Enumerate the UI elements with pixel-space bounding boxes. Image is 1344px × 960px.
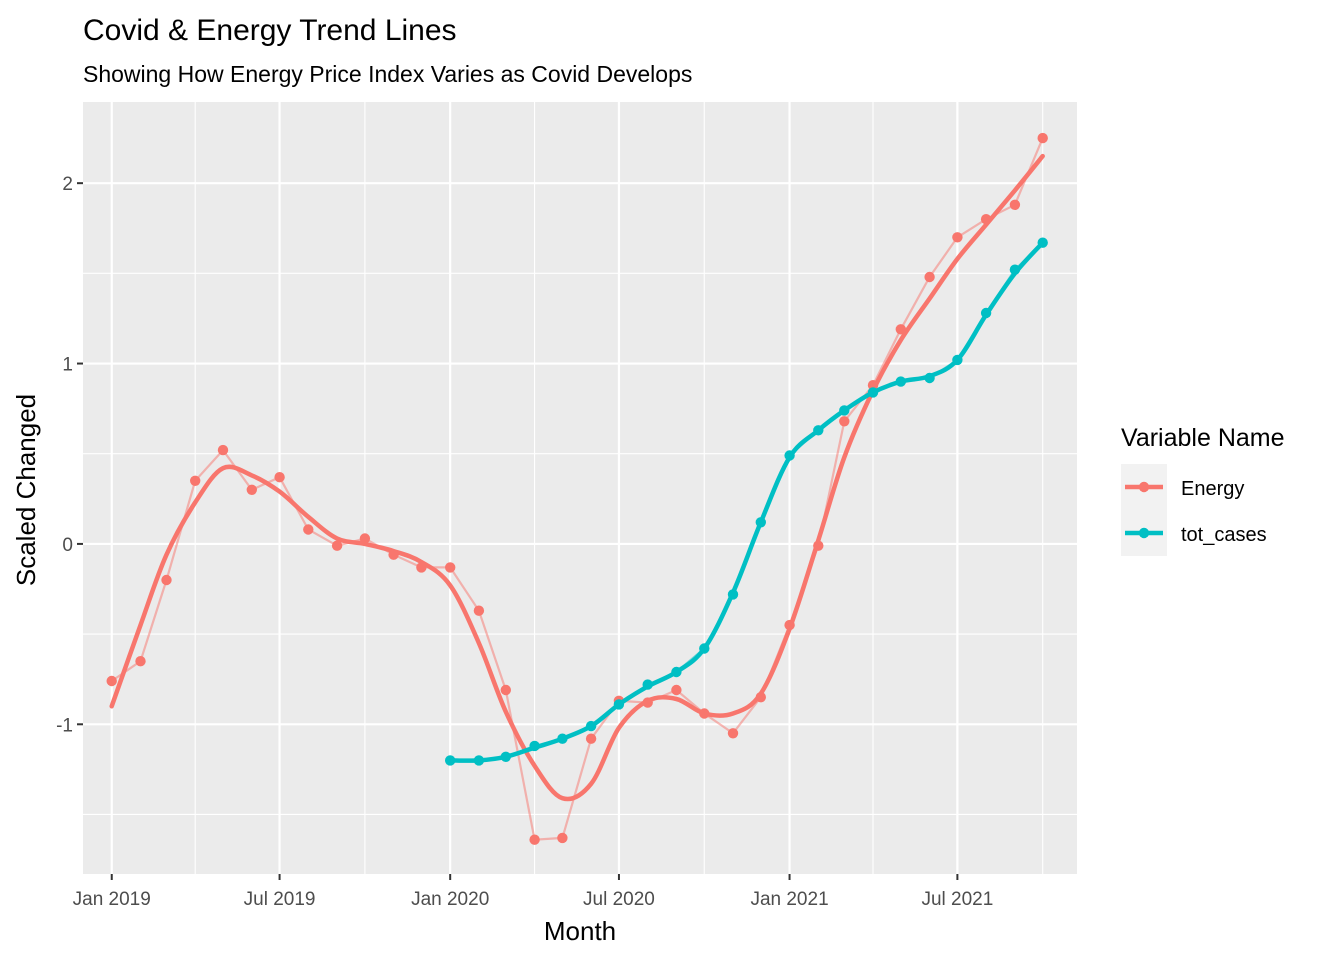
grid — [83, 102, 1077, 874]
axes: -1 0 1 2 Jan 2019 Jul 2019 Jan 2020 Jul 2020 Jan… — [56, 174, 993, 910]
data-point-Energy — [557, 832, 568, 844]
data-point-tot_cases — [727, 589, 739, 600]
data-point-Energy — [1037, 132, 1048, 144]
data-point-Energy — [106, 675, 117, 687]
data-point-tot_cases — [1037, 237, 1048, 248]
trend-line-Energy — [109, 153, 1045, 802]
data-point-Energy — [727, 728, 739, 739]
data-point-Energy — [671, 684, 682, 696]
data-point-tot_cases — [839, 405, 850, 416]
series-Energy — [106, 132, 1048, 845]
data-point-tot_cases — [952, 354, 963, 366]
y-tick-label: 0 — [62, 535, 73, 556]
legend-key-point — [1138, 527, 1150, 539]
data-point-Energy — [303, 524, 314, 535]
data-point-Energy — [217, 444, 229, 456]
data-point-tot_cases — [473, 755, 485, 766]
legend: Variable Name Energy tot_cases — [1121, 424, 1285, 556]
x-axis-label: Month — [544, 916, 616, 946]
data-point-Energy — [388, 549, 399, 560]
data-point-tot_cases — [642, 679, 653, 690]
x-tick-label: Jan 2019 — [73, 889, 151, 910]
data-point-tot_cases — [867, 387, 879, 398]
y-tick-label: 2 — [62, 174, 73, 195]
data-point-Energy — [246, 484, 257, 495]
y-axis-label: Scaled Changed — [11, 394, 41, 586]
data-point-Energy — [135, 656, 146, 667]
data-point-Energy — [642, 697, 653, 708]
data-point-Energy — [952, 232, 963, 243]
legend-key-point — [1138, 481, 1150, 493]
data-point-Energy — [529, 834, 540, 845]
legend-keys: Energy tot_cases — [1121, 464, 1267, 556]
legend-entry-label: Energy — [1181, 478, 1244, 500]
data-point-tot_cases — [445, 755, 456, 766]
data-point-Energy — [359, 533, 371, 544]
data-point-Energy — [416, 562, 427, 573]
data-point-Energy — [473, 605, 485, 616]
data-point-tot_cases — [784, 450, 795, 461]
x-tick-label: Jul 2019 — [244, 889, 316, 910]
data-point-tot_cases — [671, 666, 682, 678]
data-point-tot_cases — [500, 751, 511, 762]
data-point-tot_cases — [813, 425, 824, 436]
data-point-Energy — [274, 472, 285, 483]
data-point-Energy — [445, 562, 456, 573]
data-point-Energy — [1009, 199, 1021, 210]
data-point-Energy — [784, 619, 795, 631]
data-point-Energy — [500, 684, 511, 696]
data-point-Energy — [331, 540, 343, 551]
x-tick-label: Jul 2020 — [583, 889, 655, 910]
data-point-tot_cases — [895, 376, 906, 387]
data-point-Energy — [813, 540, 824, 551]
data-point-tot_cases — [585, 720, 597, 732]
data-point-Energy — [190, 475, 201, 486]
data-point-tot_cases — [924, 372, 935, 384]
y-tick-label: -1 — [56, 715, 73, 736]
data-point-Energy — [585, 733, 597, 744]
legend-entry-label: tot_cases — [1181, 524, 1267, 546]
data-point-tot_cases — [557, 733, 568, 744]
chart-subtitle: Showing How Energy Price Index Varies as… — [83, 61, 692, 87]
data-point-tot_cases — [755, 517, 766, 528]
data-point-tot_cases — [980, 307, 992, 319]
series-layer — [106, 132, 1048, 845]
chart-title: Covid & Energy Trend Lines — [83, 14, 457, 47]
data-point-Energy — [699, 708, 710, 719]
trend-line-tot_cases — [447, 240, 1045, 763]
data-point-Energy — [755, 692, 766, 703]
data-point-Energy — [839, 416, 850, 427]
data-point-tot_cases — [1009, 264, 1021, 275]
legend-entry-Energy: Energy — [1121, 464, 1244, 510]
data-point-Energy — [980, 214, 992, 225]
plot-panel — [83, 102, 1077, 874]
x-tick-label: Jan 2021 — [750, 889, 828, 910]
data-point-Energy — [895, 324, 906, 335]
data-point-tot_cases — [699, 643, 710, 654]
data-point-Energy — [867, 380, 879, 391]
data-point-tot_cases — [529, 740, 540, 752]
y-tick-label: 1 — [62, 355, 73, 376]
data-point-tot_cases — [613, 699, 625, 710]
data-point-Energy — [924, 271, 935, 283]
legend-title: Variable Name — [1121, 424, 1285, 452]
series-tot_cases — [445, 237, 1048, 766]
legend-entry-tot_cases: tot_cases — [1121, 510, 1267, 556]
x-tick-label: Jul 2021 — [921, 889, 993, 910]
data-point-Energy — [161, 574, 172, 586]
x-tick-label: Jan 2020 — [411, 889, 489, 910]
